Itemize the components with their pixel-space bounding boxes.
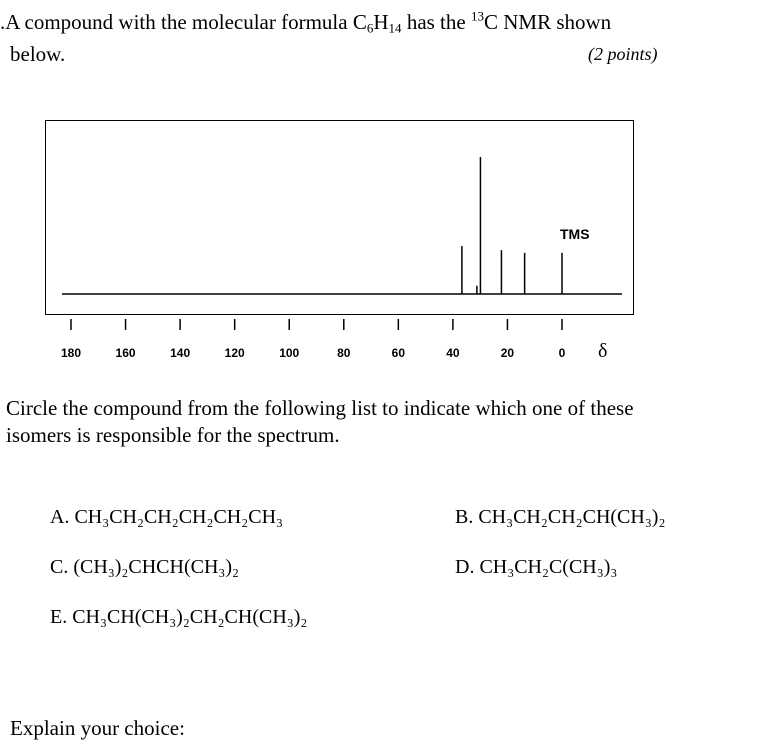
formula-h-subscript: 14: [388, 20, 402, 36]
axis-tick-label: 120: [224, 346, 245, 360]
choice-a[interactable]: A. CH₃CH₂CH₂CH₂CH₂CH₃: [50, 506, 283, 528]
axis-tick-label: 0: [558, 346, 566, 360]
question-text-end: C NMR shown: [483, 10, 612, 34]
question-text: .A compound with the molecular formula C…: [0, 10, 611, 35]
choice-e[interactable]: E. CH₃CH(CH₃)₂CH₂CH(CH₃)₂: [50, 606, 308, 628]
axis-tick-label: 180: [60, 346, 82, 360]
explain-label: Explain your choice:: [10, 716, 185, 740]
formula-c-subscript: 6: [366, 20, 374, 36]
points-label: (2 points): [588, 44, 658, 64]
formula-h: H: [373, 10, 389, 34]
spectrum-frame: [45, 120, 634, 315]
axis-tick-label: 20: [500, 346, 515, 360]
axis-tick-label: 100: [279, 346, 300, 360]
choice-b[interactable]: B. CH₃CH₂CH₂CH(CH₃)₂: [455, 506, 666, 528]
tms-label: TMS: [560, 226, 590, 242]
isotope-superscript: 13: [470, 8, 484, 24]
delta-axis-label: δ: [598, 340, 608, 362]
axis-tick-label: 40: [446, 346, 460, 360]
choice-d[interactable]: D. CH₃CH₂C(CH₃)₃: [455, 556, 618, 578]
axis-tick-label: 80: [337, 346, 351, 360]
instruction-line2: isomers is responsible for the spectrum.: [6, 423, 340, 447]
formula-c: C: [352, 10, 367, 34]
choice-c[interactable]: C. (CH₃)₂CHCH(CH₃)₂: [50, 556, 240, 578]
axis-tick-label: 160: [115, 346, 136, 360]
question-text-line2: below.: [10, 42, 66, 66]
question-text-start: A compound with the molecular formula: [5, 10, 353, 34]
question-text-mid: has the: [401, 10, 471, 34]
instruction-line1: Circle the compound from the following l…: [6, 396, 634, 420]
axis-tick-label: 60: [391, 346, 406, 360]
axis-tick-label: 140: [170, 346, 191, 360]
question-number-fragment: .: [0, 10, 6, 34]
